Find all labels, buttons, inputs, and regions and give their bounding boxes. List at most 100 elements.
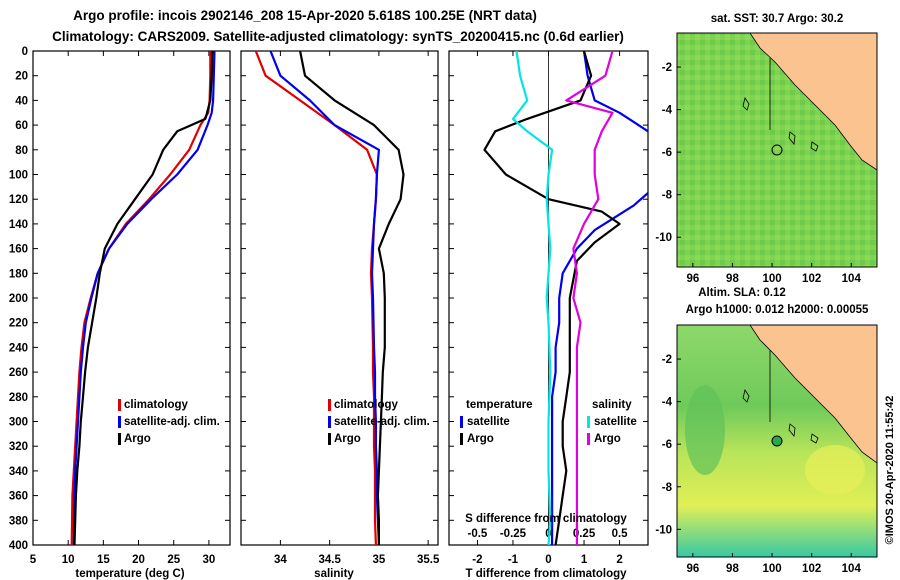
difference-xlabel: T difference from climatology: [465, 568, 627, 580]
x-tick-label: 0: [545, 554, 551, 566]
depth-tick-label: 200: [9, 293, 28, 305]
legend-swatch-s-satellite: [587, 416, 590, 428]
sla-map-axes: 96 98 100 102 104 -2 -4 -6 -8 -10: [655, 354, 861, 575]
legend-swatch-s-argo: [587, 433, 590, 445]
difference-legend: temperature satellite Argo salinity sate…: [460, 399, 637, 445]
depth-tick-label: 320: [9, 441, 28, 453]
map-x-tick-label: 96: [686, 273, 699, 285]
legend-swatch-climatology: [118, 399, 121, 411]
map-x-tick-label: 104: [842, 563, 862, 575]
series-line-satellite-adj-clim-: [72, 50, 216, 546]
legend-label-argo: Argo: [334, 433, 361, 445]
legend-swatch-satellite: [328, 416, 331, 428]
islands: [742, 389, 819, 444]
depth-tick-label: 220: [9, 318, 28, 330]
map-x-tick-label: 102: [802, 563, 821, 575]
legend-label-climatology: climatology: [124, 399, 189, 411]
legend-label-t-satellite: satellite: [467, 416, 510, 428]
series-line-argo: [299, 50, 405, 545]
sla-eddy: [685, 385, 725, 475]
imos-footer: ©IMOS 20-Apr-2020 11:55:42: [884, 396, 896, 545]
depth-tick-label: 340: [9, 466, 28, 478]
map-x-tick-label: 104: [842, 273, 862, 285]
legend-label-s-argo: Argo: [594, 433, 621, 445]
depth-tick-label: 300: [9, 417, 28, 429]
x-tick-label: 30: [202, 554, 215, 566]
figure-title-line1: Argo profile: incois 2902146_208 15-Apr-…: [73, 8, 537, 23]
sst-map-title: sat. SST: 30.7 Argo: 30.2: [711, 13, 844, 25]
depth-tick-label: 240: [9, 342, 28, 354]
x-tick-label: -2: [472, 554, 482, 566]
sla-map-title: Altim. SLA: 0.12: [698, 287, 786, 299]
x-tick-label: 2: [616, 554, 622, 566]
x-tick-label: 34: [274, 554, 287, 566]
map-x-tick-label: 98: [726, 563, 739, 575]
legend-label-climatology: climatology: [334, 399, 399, 411]
sst-map-axes: 96 98 100 102 104 -2 -4 -6 -8 -10: [655, 62, 861, 285]
x-tick-label: 10: [62, 554, 75, 566]
map-y-tick-label: -6: [662, 439, 672, 451]
map-x-tick-label: 98: [726, 273, 739, 285]
temperature-xlabel: temperature (deg C): [75, 568, 184, 580]
depth-axis: 0 20 40 60 80 100 120 140 160 180 200 220 240 260 280 3…: [9, 46, 28, 552]
legend-title-salinity: salinity: [592, 399, 632, 411]
difference-xlabel2: S difference from climatology: [465, 513, 627, 525]
depth-tick-label: 280: [9, 392, 28, 404]
x2-tick-label: -0.5: [468, 528, 488, 540]
legend-swatch-t-satellite: [460, 416, 463, 428]
map-y-tick-label: -4: [662, 105, 673, 117]
map-x-tick-label: 100: [762, 273, 781, 285]
depth-tick-label: 160: [9, 244, 28, 256]
series-line-s-argo: [565, 50, 614, 545]
map-y-tick-label: -4: [662, 397, 673, 409]
map-y-tick-label: -8: [662, 190, 673, 202]
map-x-tick-label: 100: [762, 563, 781, 575]
salinity-legend: climatology satellite-adj. clim. Argo: [328, 399, 430, 445]
map-y-tick-label: -2: [662, 62, 672, 74]
map-y-tick-label: -8: [662, 482, 673, 494]
depth-tick-label: 40: [15, 95, 28, 107]
legend-label-t-argo: Argo: [467, 433, 494, 445]
map-x-tick-label: 96: [686, 563, 699, 575]
x-tick-label: 15: [97, 554, 110, 566]
map-x-tick-label: 102: [802, 273, 821, 285]
series-line-s-satellite: [511, 50, 554, 546]
legend-label-argo: Argo: [124, 433, 151, 445]
series-line-t-satellite: [582, 50, 649, 133]
depth-tick-label: 80: [15, 145, 28, 157]
argo-location-marker: [771, 144, 783, 156]
series-line-climatology: [254, 50, 378, 546]
x-tick-label: -1: [508, 554, 519, 566]
temperature-axes: 5 10 15 20 25 30: [30, 50, 230, 566]
figure-title-line2: Climatology: CARS2009. Satellite-adjuste…: [52, 29, 624, 44]
legend-label-satellite: satellite-adj. clim.: [124, 416, 220, 428]
legend-title-temperature: temperature: [466, 399, 532, 411]
series-line-t-satellite-deep: [550, 192, 649, 545]
x-tick-label: 34.5: [318, 554, 341, 566]
x-tick-label: 35.5: [417, 554, 440, 566]
x-tick-label: 5: [30, 554, 37, 566]
sst-map: sat. SST: 30.7 Argo: 30.2: [676, 13, 878, 268]
sla-eddy: [805, 445, 865, 495]
temperature-legend: climatology satellite-adj. clim. Argo: [118, 399, 220, 445]
depth-tick-label: 120: [9, 194, 28, 206]
depth-tick-label: 100: [9, 170, 28, 182]
depth-tick-label: 260: [9, 367, 28, 379]
x2-tick-label: 0.5: [612, 528, 629, 540]
legend-swatch-argo: [328, 433, 331, 445]
legend-swatch-argo: [118, 433, 121, 445]
depth-tick-label: 400: [9, 540, 28, 552]
depth-tick-label: 140: [9, 219, 28, 231]
islands: [742, 97, 819, 152]
map-y-tick-label: -2: [662, 354, 672, 366]
depth-tick-label: 0: [22, 46, 28, 58]
map-y-tick-label: -6: [662, 147, 672, 159]
x-tick-label: 20: [132, 554, 145, 566]
x-tick-label: 1: [581, 554, 588, 566]
map-y-tick-label: -10: [655, 232, 672, 244]
depth-tick-label: 180: [9, 268, 28, 280]
x2-tick-label: -0.25: [500, 528, 527, 540]
sla-map-subtitle: Argo h1000: 0.012 h2000: 0.00055: [686, 304, 869, 316]
map-y-tick-label: -10: [655, 524, 672, 536]
difference-axes: -2 -1 0 1 2-0.5 -0.25 0 0.25 0.5: [449, 50, 649, 566]
